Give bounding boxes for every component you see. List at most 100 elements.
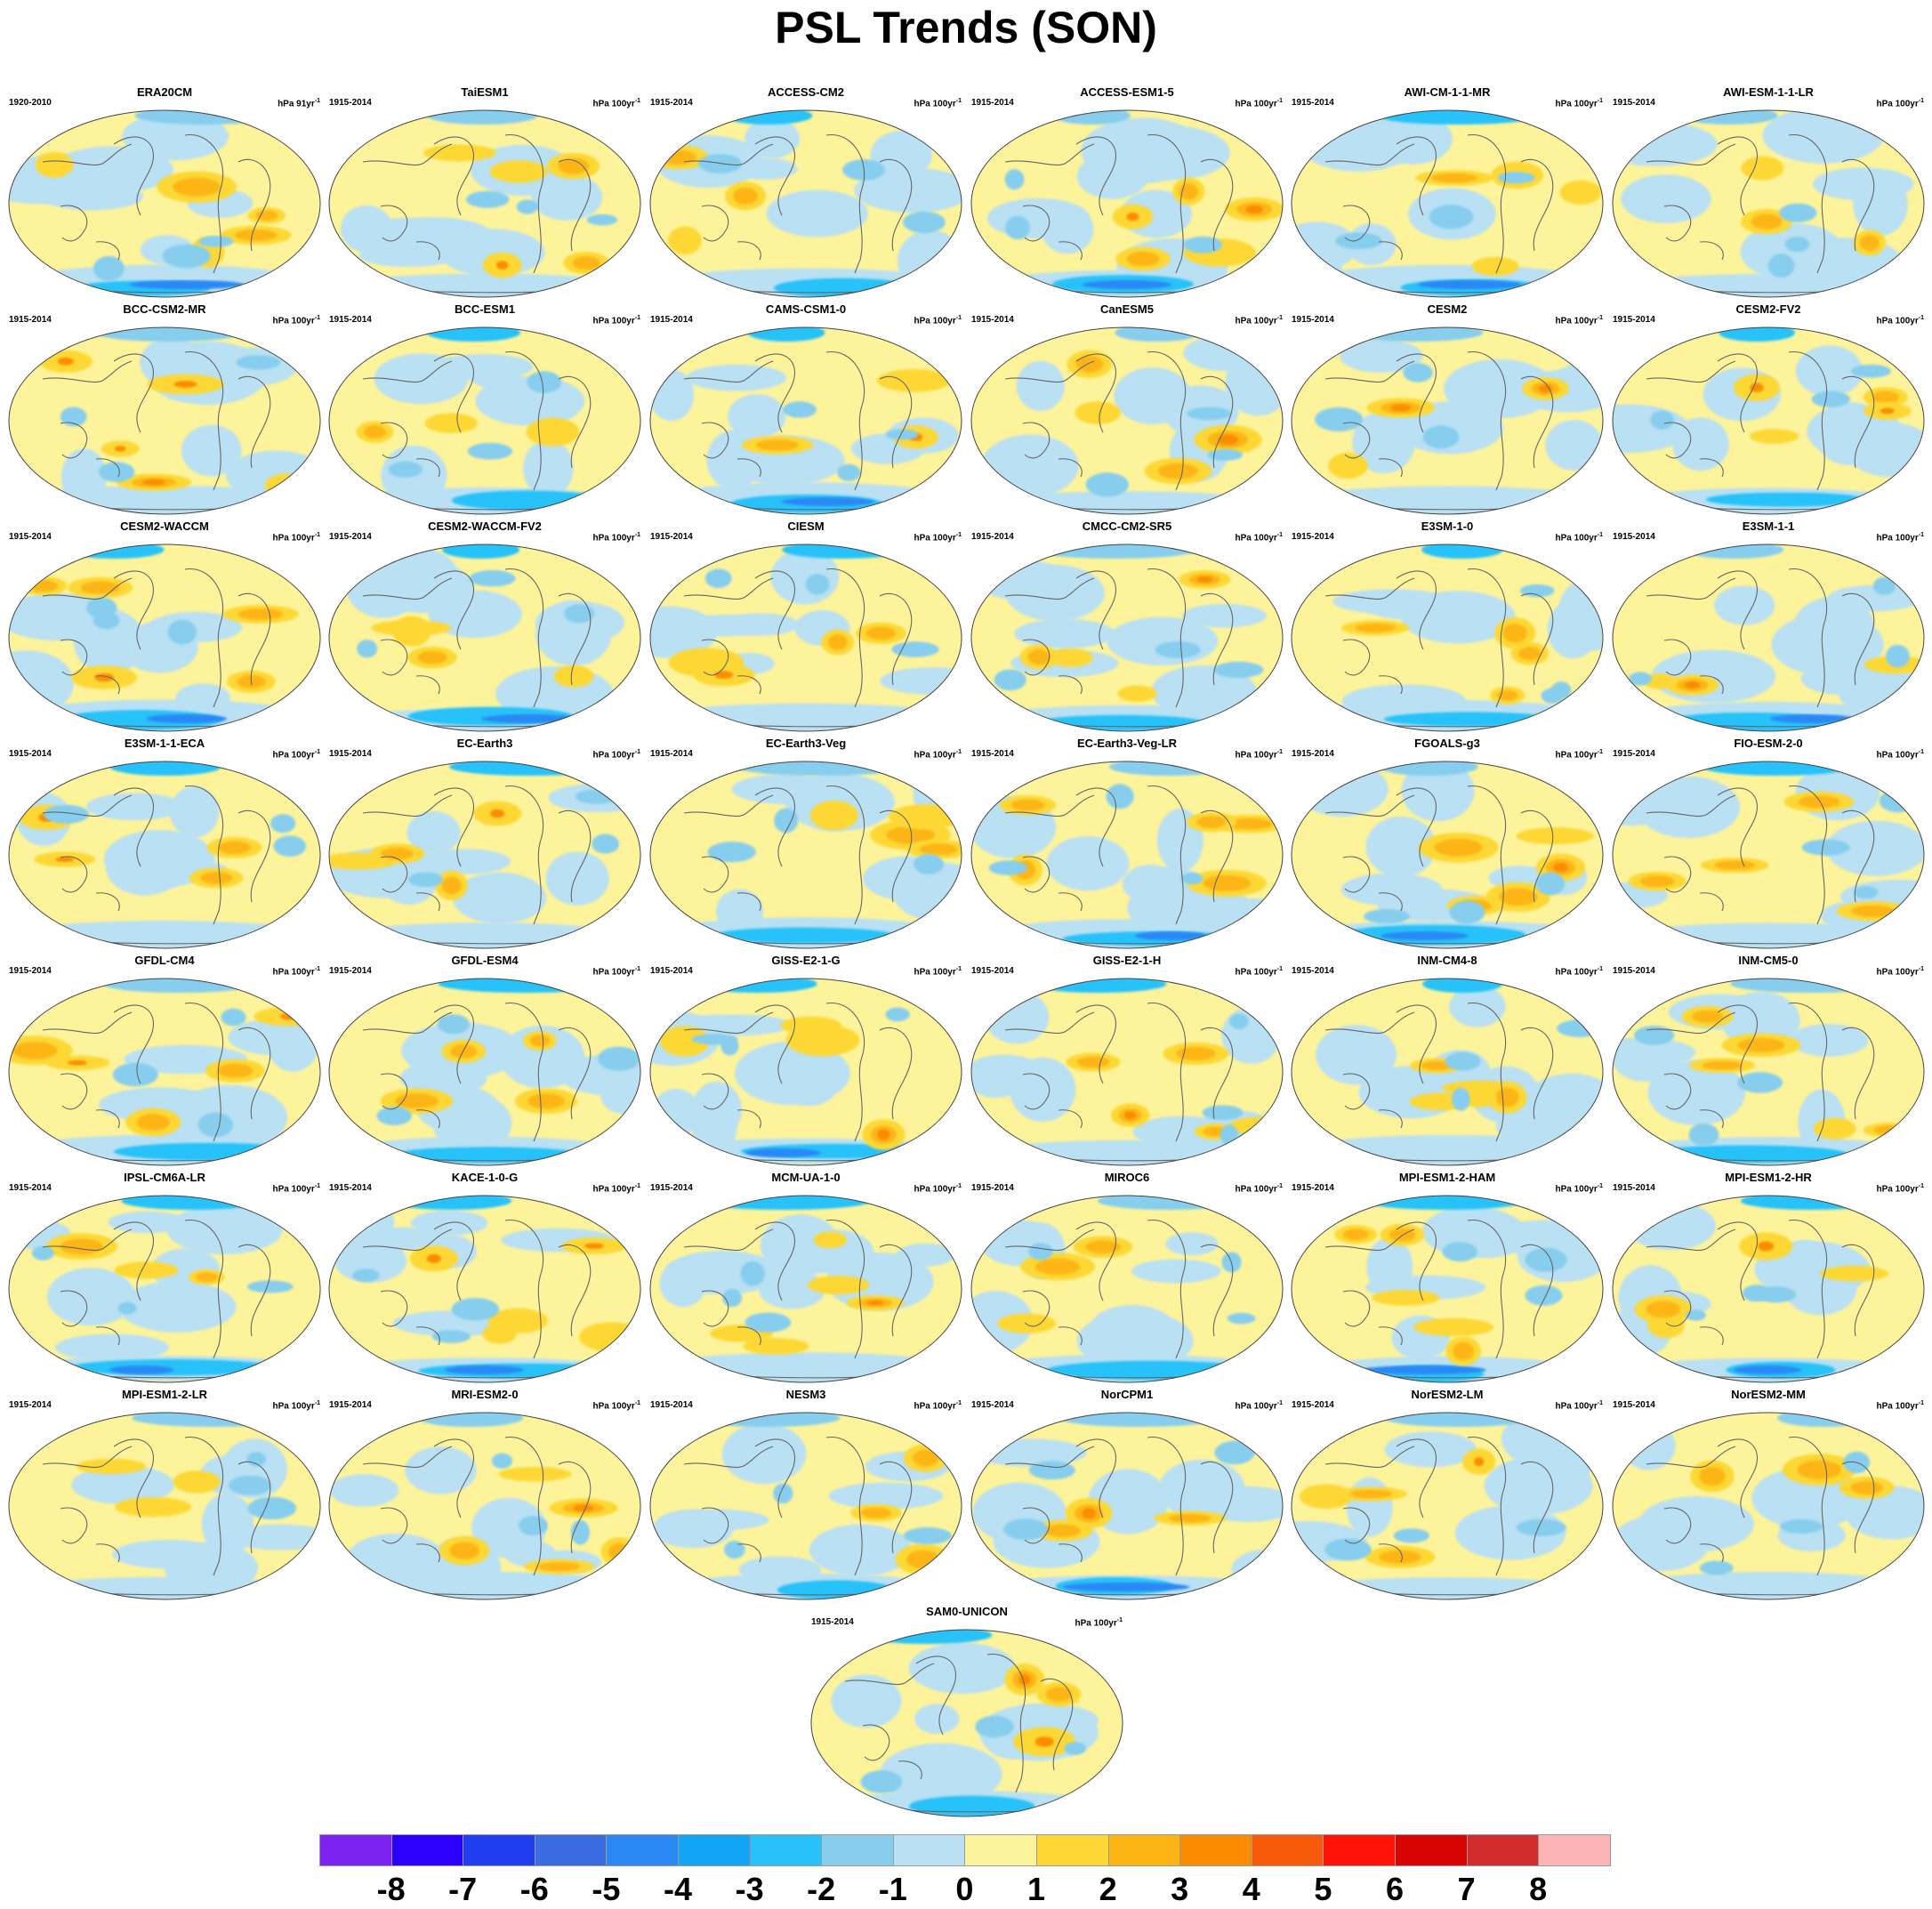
panel-period: 1915-2014 <box>650 1183 693 1193</box>
colorbar-tick-label: 4 <box>1242 1871 1260 1907</box>
negative-anomaly-region <box>247 1496 297 1520</box>
positive-anomaly-region <box>76 1458 147 1475</box>
coastline <box>1075 787 1116 867</box>
positive-anomaly-region <box>1076 1056 1110 1068</box>
coastline <box>504 351 544 491</box>
panel-model-name: CESM2 <box>1427 302 1468 316</box>
positive-anomaly-region <box>1453 1341 1474 1360</box>
panel-period: 1915-2014 <box>1292 749 1334 759</box>
positive-anomaly-region <box>234 229 278 241</box>
colorbar-swatch <box>1251 1834 1324 1866</box>
map-panel: MRI-ESM2-0 1915-2014 hPa 100yr-1 <box>327 1388 642 1606</box>
negative-anomaly-region <box>1811 391 1850 407</box>
southern-ocean-band <box>1770 714 1855 723</box>
positive-anomaly-region <box>1851 905 1895 917</box>
map-panel: ACCESS-ESM1-5 1915-2014 hPa 100yr-1 <box>970 85 1284 303</box>
panel-period: 1915-2014 <box>329 966 372 976</box>
coastline <box>1342 1073 1371 1110</box>
coastline <box>1646 1228 1736 1252</box>
coastline <box>1520 1461 1554 1554</box>
panel-model-name: TaiESM1 <box>461 85 509 99</box>
coastline <box>1663 1290 1692 1327</box>
coastline <box>701 422 729 459</box>
coastline <box>1717 570 1758 650</box>
map-panel: KACE-1-0-G 1915-2014 hPa 100yr-1 <box>327 1171 642 1389</box>
negative-anomaly-region <box>1737 1072 1783 1093</box>
panel-model-name: CanESM5 <box>1100 302 1154 316</box>
map-border <box>970 761 1284 949</box>
coastline <box>701 1073 729 1110</box>
coastline <box>1075 136 1116 216</box>
map-panel: FGOALS-g3 1915-2014 hPa 100yr-1 <box>1290 737 1605 954</box>
positive-anomaly-region <box>200 871 233 884</box>
robinson-map <box>328 1412 641 1600</box>
map-border <box>328 761 641 949</box>
negative-anomaly-region <box>1535 872 1566 896</box>
negative-anomaly-region <box>1671 417 1729 471</box>
coastline <box>844 1663 935 1686</box>
coastline <box>60 1290 88 1327</box>
coastline <box>1200 1027 1234 1120</box>
coastline <box>825 1437 865 1576</box>
negative-anomaly-region <box>828 1482 944 1510</box>
panel-units: hPa 100yr-1 <box>592 532 641 544</box>
map-panel: INM-CM5-0 1915-2014 hPa 100yr-1 <box>1611 954 1926 1172</box>
coastline <box>1663 1507 1692 1544</box>
negative-anomaly-region <box>903 211 946 234</box>
map-panel: EC-Earth3 1915-2014 hPa 100yr-1 <box>327 737 642 954</box>
coastline <box>558 592 592 686</box>
coastline <box>1200 1461 1234 1554</box>
positive-anomaly-region <box>1075 355 1104 373</box>
positive-anomaly-region <box>1413 1317 1494 1337</box>
negative-anomaly-region <box>388 461 423 478</box>
panel-period: 1915-2014 <box>650 749 693 759</box>
negative-anomaly-region <box>1316 1025 1397 1085</box>
panel-units: hPa 100yr-1 <box>592 966 641 978</box>
positive-anomaly-region <box>1496 689 1518 701</box>
panel-period: 1915-2014 <box>1292 315 1334 325</box>
coastline <box>433 353 474 433</box>
southern-ocean-band <box>1362 1365 1486 1374</box>
panel-units: hPa 100yr-1 <box>1235 749 1284 761</box>
map-panel: E3SM-1-0 1915-2014 hPa 100yr-1 <box>1290 520 1605 737</box>
coastline <box>1058 675 1083 695</box>
robinson-map <box>1291 1412 1604 1600</box>
colorbar-tick-label: -7 <box>448 1871 478 1907</box>
coastline <box>1004 1011 1095 1035</box>
coastline <box>558 1461 592 1554</box>
southern-ocean-band <box>1296 1134 1598 1165</box>
negative-anomaly-region <box>1626 1201 1716 1251</box>
positive-anomaly-region <box>173 1470 221 1494</box>
positive-anomaly-region <box>660 1026 710 1057</box>
positive-anomaly-region <box>608 1543 632 1561</box>
positive-anomaly-region <box>173 380 197 388</box>
map-panel: GISS-E2-1-H 1915-2014 hPa 100yr-1 <box>970 954 1284 1172</box>
map-panel: NorESM2-LM 1915-2014 hPa 100yr-1 <box>1290 1388 1605 1606</box>
coastline <box>433 787 474 867</box>
coastline <box>1004 1228 1095 1252</box>
map-panel: GFDL-ESM4 1915-2014 hPa 100yr-1 <box>327 954 642 1172</box>
coastline <box>184 1437 224 1576</box>
coastline <box>754 787 795 867</box>
map-border <box>649 326 962 515</box>
positive-anomaly-region <box>279 1012 302 1020</box>
panel-model-name: E3SM-1-0 <box>1421 520 1474 533</box>
coastline <box>1200 1244 1234 1337</box>
panel-model-name: INM-CM4-8 <box>1417 954 1477 967</box>
panel-model-name: CIESM <box>787 520 825 533</box>
coastline <box>558 158 592 252</box>
coastline <box>1342 205 1371 242</box>
southern-ocean-band <box>1734 1365 1802 1374</box>
map-border <box>1291 1412 1604 1600</box>
coastline <box>1324 577 1415 600</box>
panel-model-name: FIO-ESM-2-0 <box>1734 737 1803 750</box>
coastline <box>986 1654 1026 1793</box>
panel-model-name: ACCESS-CM2 <box>768 85 844 99</box>
panel-model-name: INM-CM5-0 <box>1738 954 1799 967</box>
coastline <box>1841 810 1875 903</box>
negative-anomaly-region <box>1340 873 1443 906</box>
panel-period: 1915-2014 <box>9 532 52 542</box>
negative-anomaly-region <box>1742 1285 1773 1302</box>
negative-anomaly-region <box>1340 339 1423 374</box>
positive-anomaly-region <box>490 809 505 818</box>
